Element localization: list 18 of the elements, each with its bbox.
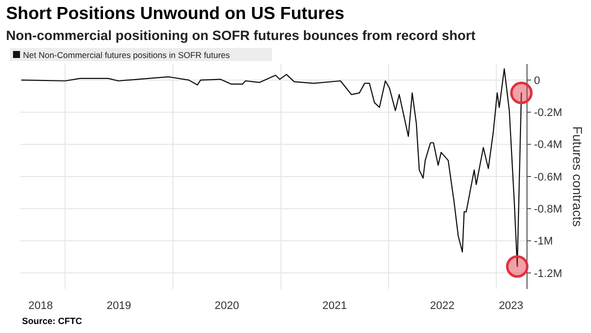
y-tick-label: -0.2M <box>534 107 562 120</box>
y-axis-title: Futures contracts <box>570 126 585 228</box>
chart-title: Short Positions Unwound on US Futures <box>6 3 345 23</box>
y-tick-label: -0.8M <box>534 203 562 216</box>
chart-subtitle: Non-commercial positioning on SOFR futures bounces from record short <box>6 28 476 43</box>
source-note: Source: CFTC <box>22 316 83 326</box>
x-tick-label: 2022 <box>430 300 455 312</box>
x-tick-label: 2019 <box>106 300 132 312</box>
legend-label: Net Non-Commercial futures positions in SOFR futures <box>23 50 230 60</box>
x-tick-label: 2020 <box>214 300 240 312</box>
x-tick-label: 2021 <box>322 300 347 312</box>
y-tick-label: 0 <box>534 74 540 87</box>
y-tick-label: -1M <box>534 236 553 248</box>
y-tick-label: -0.4M <box>534 139 562 152</box>
x-tick-label: 2018 <box>28 300 53 312</box>
x-tick-label: 2023 <box>498 300 524 312</box>
y-tick-label: -1.2M <box>534 268 562 280</box>
y-tick-label: -0.6M <box>534 171 562 184</box>
